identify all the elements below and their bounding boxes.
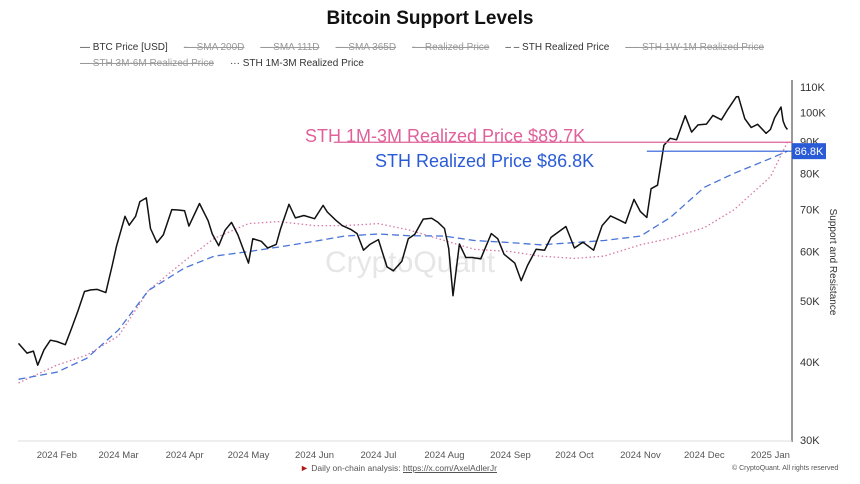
y-tick-label: 50K [800,296,820,308]
legend-label: BTC Price [USD] [92,42,168,53]
legend-swatch: — [335,42,349,53]
legend-item[interactable]: ··· STH 3M-6M Realized Price [80,58,214,69]
legend-label: STH 3M-6M Realized Price [92,58,214,69]
legend-swatch: ··· [229,58,243,69]
legend-item[interactable]: – – STH Realized Price [505,42,609,53]
series-line-btc-price-usd- [17,95,789,366]
x-tick-label: 2024 Dec [684,450,725,461]
x-tick-label: 2024 Jun [295,450,334,461]
footer-analysis: ► Daily on-chain analysis: https://x.com… [300,463,497,473]
legend-item[interactable]: – – STH 1W-1M Realized Price [625,42,764,53]
y-axis-label: Support and Resistance [827,209,838,316]
series-line-sth-realized-price [18,150,788,380]
legend-label: SMA 111D [273,42,320,53]
x-tick-label: 2024 Oct [555,450,594,461]
legend-swatch: — [80,42,93,53]
legend-label: SMA 200D [196,42,245,53]
y-tick-label: 100K [800,108,826,120]
x-tick-label: 2024 Aug [424,450,464,461]
y-tick-label: 110K [800,82,826,94]
x-tick-label: 2025 Jan [751,450,790,461]
legend-label: STH Realized Price [522,42,610,53]
legend-label: STH 1W-1M Realized Price [642,42,765,53]
y-tick-label: 30K [800,435,820,447]
x-tick-label: 2024 May [228,450,270,461]
x-tick-label: 2024 Mar [99,450,139,461]
analysis-link[interactable]: https://x.com/AxelAdlerJr [402,463,497,473]
legend-item[interactable]: ··· STH 1M-3M Realized Price [230,58,364,69]
legend-swatch: — [260,42,274,53]
x-tick-label: 2024 Apr [166,450,204,461]
legend-item[interactable]: — BTC Price [USD] [80,42,168,53]
legend-row-1: — BTC Price [USD] -·· SMA 200D — SMA 111D —… [80,42,780,53]
value-badge-label: 86.8K [795,146,824,158]
x-tick-label: 2024 Feb [37,450,77,461]
legend-item[interactable]: -·· Realized Price [412,42,489,53]
copyright: © CryptoQuant. All rights reserved [732,465,839,472]
value-badge [792,143,826,160]
legend-swatch: -·· [183,42,197,53]
legend-swatch: ··· [80,58,93,69]
annotation-label: STH 1M-3M Realized Price $89.7K [305,126,585,146]
legend-item[interactable]: -·· SMA 200D [184,42,245,53]
legend-item[interactable]: — SMA 111D [260,42,319,53]
watermark: CryptoQuant [325,246,496,279]
legend-label: SMA 365D [348,42,397,53]
y-tick-label: 60K [800,247,820,259]
annotation-label: STH Realized Price $86.8K [375,151,594,171]
x-tick-label: 2024 Sep [490,450,531,461]
y-tick-label: 40K [800,357,820,369]
analysis-label: Daily on-chain analysis: [311,463,401,473]
legend-row-2: ··· STH 3M-6M Realized Price ··· STH 1M-3… [80,58,380,69]
legend-label: STH 1M-3M Realized Price [242,58,364,69]
x-tick-label: 2024 Nov [620,450,661,461]
legend-swatch: – – [505,42,523,53]
chart-title: Bitcoin Support Levels [326,8,534,29]
series-line-sth-1m-3m-realized-price [18,141,788,384]
flag-icon: ► [300,463,309,473]
legend-swatch: -·· [412,42,425,53]
y-tick-label: 80K [800,168,820,180]
x-tick-label: 2024 Jul [360,450,396,461]
legend-label: Realized Price [424,42,490,53]
y-tick-label: 70K [800,205,820,217]
legend-swatch: – – [625,42,642,53]
legend-item[interactable]: — SMA 365D [336,42,397,53]
